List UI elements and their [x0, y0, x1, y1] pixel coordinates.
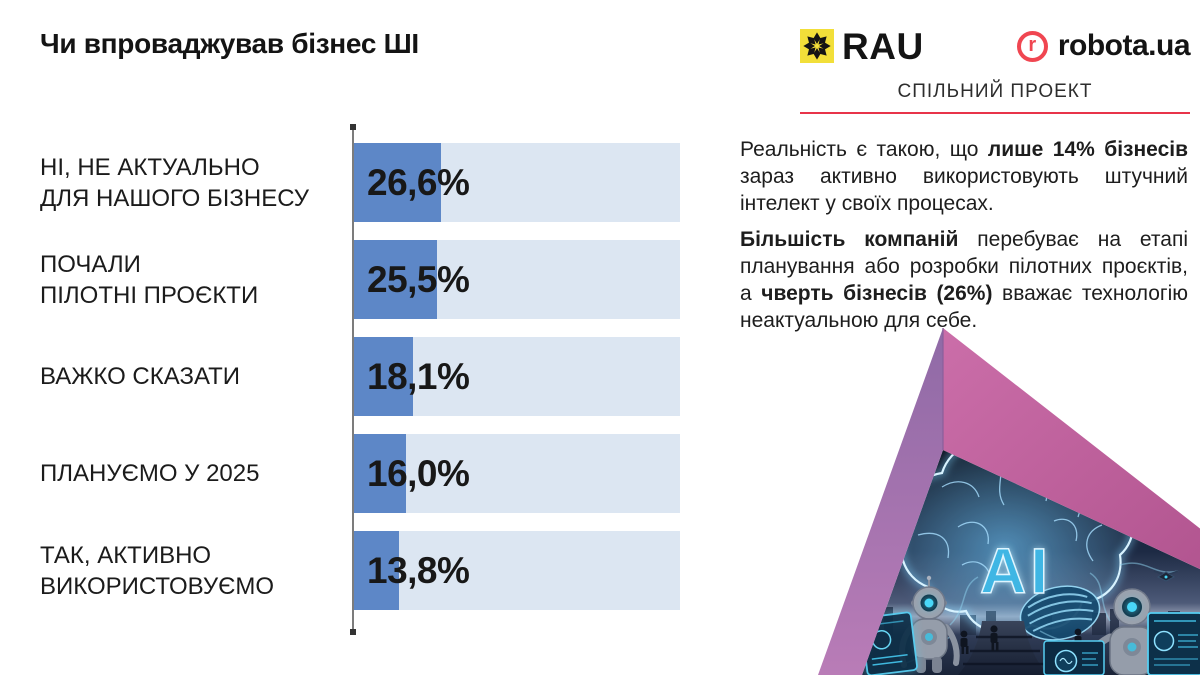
robota-logo: r robota.ua	[1016, 29, 1191, 62]
bar-track: 18,1%	[354, 337, 680, 416]
robota-r-letter: r	[1028, 34, 1037, 56]
bar-chart: НІ, НЕ АКТУАЛЬНО ДЛЯ НАШОГО БІЗНЕСУ 26,6% П…	[40, 143, 680, 628]
bar-track: 16,0%	[354, 434, 680, 513]
page-title: Чи впроваджував бізнес ШІ	[40, 28, 419, 59]
screen-right	[1147, 612, 1200, 675]
brain-pedestal	[958, 621, 1048, 675]
bar-value-label: 13,8%	[367, 549, 470, 591]
bar-value-label: 16,0%	[367, 452, 470, 494]
rau-star-icon	[800, 29, 834, 63]
bar-fill	[354, 337, 413, 416]
bar-value-label: 25,5%	[367, 258, 470, 300]
pyramid-left-facet	[818, 328, 943, 675]
bar-category-label: ПОЧАЛИ ПІЛОТНІ ПРОЄКТИ	[40, 250, 259, 309]
bar-category-label: НІ, НЕ АКТУАЛЬНО ДЛЯ НАШОГО БІЗНЕСУ	[40, 153, 310, 212]
rau-logo: RAU	[800, 28, 924, 65]
ai-label: AI	[980, 535, 1052, 607]
bar-value-label: 26,6%	[367, 161, 470, 203]
chart-row: ПЛАНУЄМО У 2025 16,0%	[40, 434, 680, 513]
ai-pyramid-illustration: AI AI	[818, 328, 1200, 675]
bar-category-label: ТАК, АКТИВНО ВИКОРИСТОВУЄМО	[40, 541, 275, 600]
screen-center	[1043, 640, 1105, 675]
bar-fill	[354, 143, 441, 222]
summary-paragraph: Більшість компаній перебуває на етапі пл…	[740, 228, 1188, 333]
robota-logo-text: robota.ua	[1057, 29, 1191, 62]
bar-category-label: ПЛАНУЄМО У 2025	[40, 460, 260, 487]
bar-value-label: 18,1%	[367, 355, 470, 397]
chart-row: ПОЧАЛИ ПІЛОТНІ ПРОЄКТИ 25,5%	[40, 240, 680, 319]
bar-track: 13,8%	[354, 531, 680, 610]
logo-row: RAU r robota.ua	[800, 22, 1191, 70]
chart-row: ВАЖКО СКАЗАТИ 18,1%	[40, 337, 680, 416]
drone-icon	[1153, 570, 1179, 582]
brand-divider	[800, 112, 1190, 114]
bar-track: 26,6%	[354, 143, 680, 222]
chart-row: ТАК, АКТИВНО ВИКОРИСТОВУЄМО 13,8%	[40, 531, 680, 610]
chart-row: НІ, НЕ АКТУАЛЬНО ДЛЯ НАШОГО БІЗНЕСУ 26,6%	[40, 143, 680, 222]
summary-text: Реальність є такою, що лише 14% бізнесів…	[740, 136, 1188, 344]
summary-paragraph: Реальність є такою, що лише 14% бізнесів…	[740, 138, 1189, 216]
rau-logo-text: RAU	[842, 25, 924, 67]
bar-fill	[354, 531, 399, 610]
bar-track: 25,5%	[354, 240, 680, 319]
ai-label-glow: AI	[980, 535, 1052, 607]
chart-axis	[350, 124, 356, 635]
robota-r-icon: r	[1016, 30, 1048, 62]
people-silhouettes	[960, 625, 1083, 654]
brand-area: RAU r robota.ua СПІЛЬНИЙ ПРОЕКТ	[800, 22, 1191, 114]
bar-fill	[354, 240, 438, 319]
bar-fill	[354, 434, 407, 513]
joint-project-label: СПІЛЬНИЙ ПРОЕКТ	[897, 81, 1093, 102]
bar-category-label: ВАЖКО СКАЗАТИ	[40, 363, 241, 390]
cerebellum	[1019, 585, 1101, 641]
pyramid-right-facet	[943, 328, 1200, 570]
